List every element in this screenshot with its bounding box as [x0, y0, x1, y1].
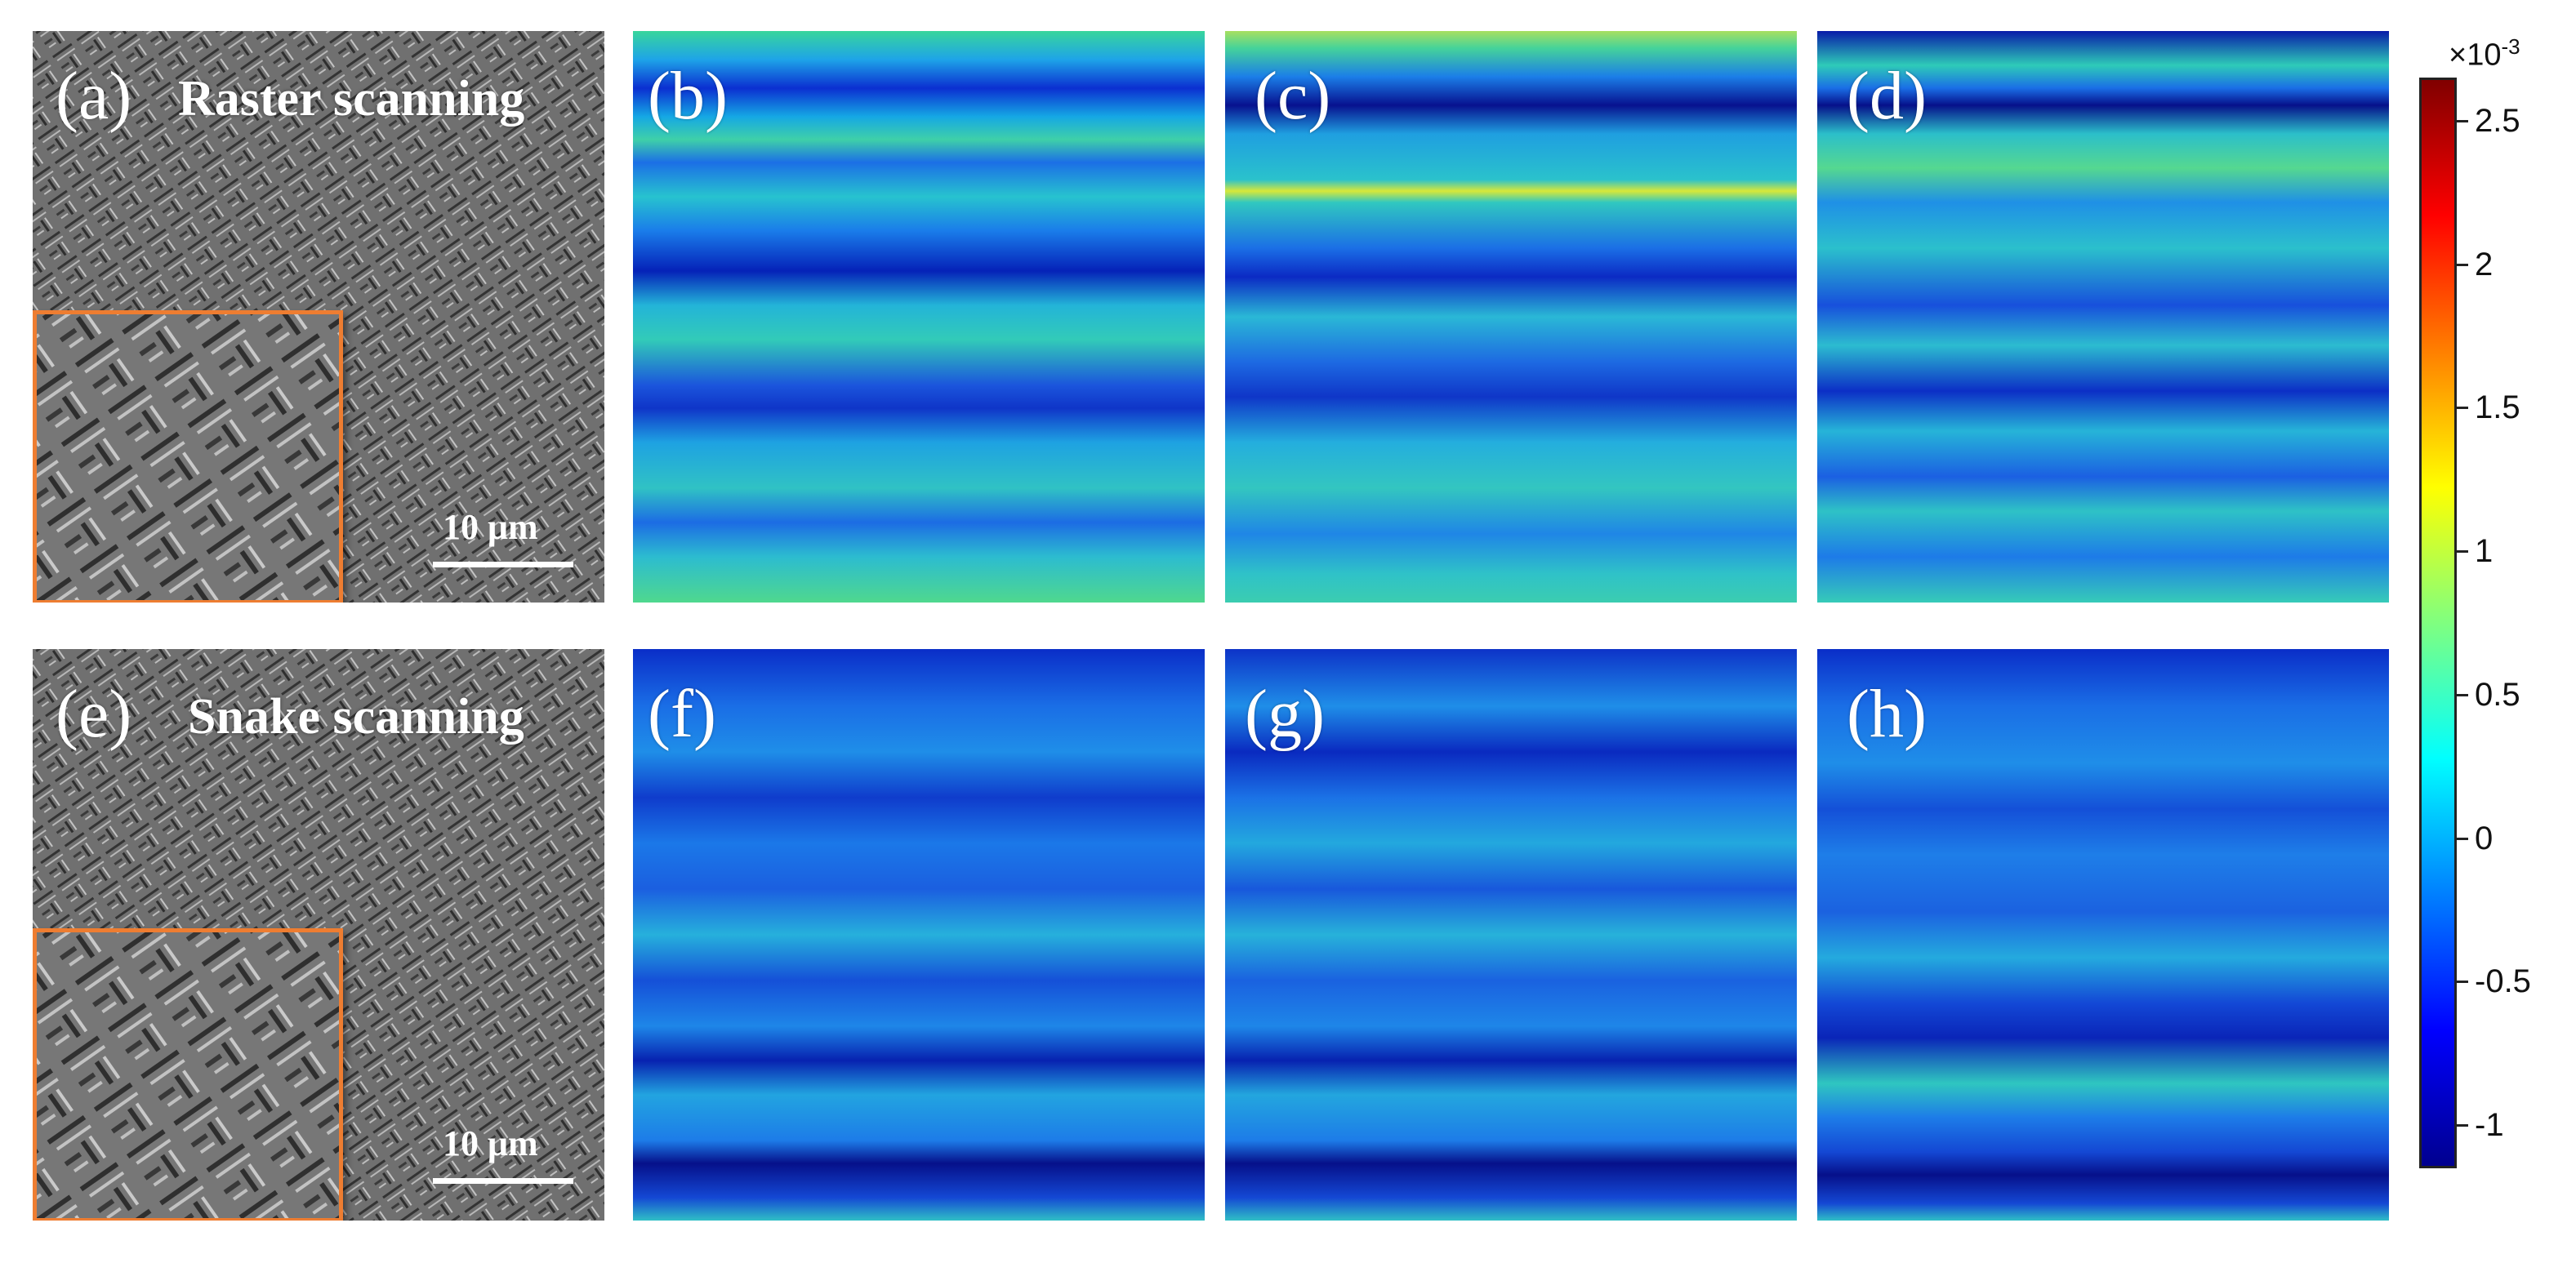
panel-title-raster: Raster scanning	[178, 71, 525, 127]
sem-panel-a: (a) Raster scanning 10 μm	[33, 31, 604, 603]
colorbar-tick	[2457, 407, 2468, 410]
magnified-inset	[33, 928, 343, 1221]
strain-map-b: (b)	[633, 31, 1205, 603]
scale-bar-e	[433, 1178, 573, 1184]
strain-map-g: (g)	[1225, 649, 1797, 1221]
colorbar-tick	[2457, 693, 2468, 696]
scale-label-a: 10 μm	[443, 507, 538, 547]
map-image-c	[1225, 31, 1797, 603]
colorbar-tick-label: 1	[2475, 533, 2494, 570]
colorbar-multiplier-exp: -3	[2501, 34, 2520, 59]
colorbar-tick-label: 2.5	[2475, 102, 2520, 139]
colorbar-tick	[2457, 837, 2468, 840]
sem-panel-e: (e) Snake scanning 10 μm	[33, 649, 604, 1221]
panel-label-f: (f)	[648, 676, 716, 752]
map-image-d	[1817, 31, 2389, 603]
colorbar-tick-label: 1.5	[2475, 389, 2520, 426]
colorbar-tick	[2457, 119, 2468, 122]
map-image-f	[633, 649, 1205, 1221]
strain-map-d: (d)	[1817, 31, 2389, 603]
colorbar-tick	[2457, 1124, 2468, 1127]
scale-bar-a	[433, 562, 573, 567]
strain-map-c: (c)	[1225, 31, 1797, 603]
panel-label-d: (d)	[1847, 58, 1927, 134]
colorbar-tick-label: -0.5	[2475, 963, 2531, 1000]
colorbar-tick-label: 0.5	[2475, 676, 2520, 713]
inset-image	[37, 314, 339, 600]
colorbar-tick	[2457, 263, 2468, 266]
panel-label-c: (c)	[1255, 58, 1331, 134]
map-image-b	[633, 31, 1205, 603]
strain-map-h: (h)	[1817, 649, 2389, 1221]
colorbar-tick-label: 0	[2475, 820, 2494, 856]
panel-label-b: (b)	[648, 58, 728, 134]
strain-map-f: (f)	[633, 649, 1205, 1221]
colorbar-multiplier: ×10-3	[2449, 34, 2520, 73]
colorbar-multiplier-base: ×10	[2449, 38, 2502, 73]
colorbar-tick-label: -1	[2475, 1107, 2504, 1144]
panel-title-snake: Snake scanning	[188, 689, 524, 745]
map-image-g	[1225, 649, 1797, 1221]
colorbar-tick	[2457, 981, 2468, 984]
colorbar-tick-label: 2	[2475, 246, 2494, 282]
inset-image	[37, 932, 339, 1218]
panel-label-a: (a)	[56, 58, 132, 134]
colorbar	[2419, 78, 2457, 1168]
scale-label-e: 10 μm	[443, 1123, 538, 1163]
colorbar-tick	[2457, 550, 2468, 554]
map-image-h	[1817, 649, 2389, 1221]
panel-label-g: (g)	[1245, 676, 1325, 752]
panel-label-e: (e)	[56, 676, 132, 752]
panel-label-h: (h)	[1847, 676, 1927, 752]
magnified-inset	[33, 310, 343, 603]
